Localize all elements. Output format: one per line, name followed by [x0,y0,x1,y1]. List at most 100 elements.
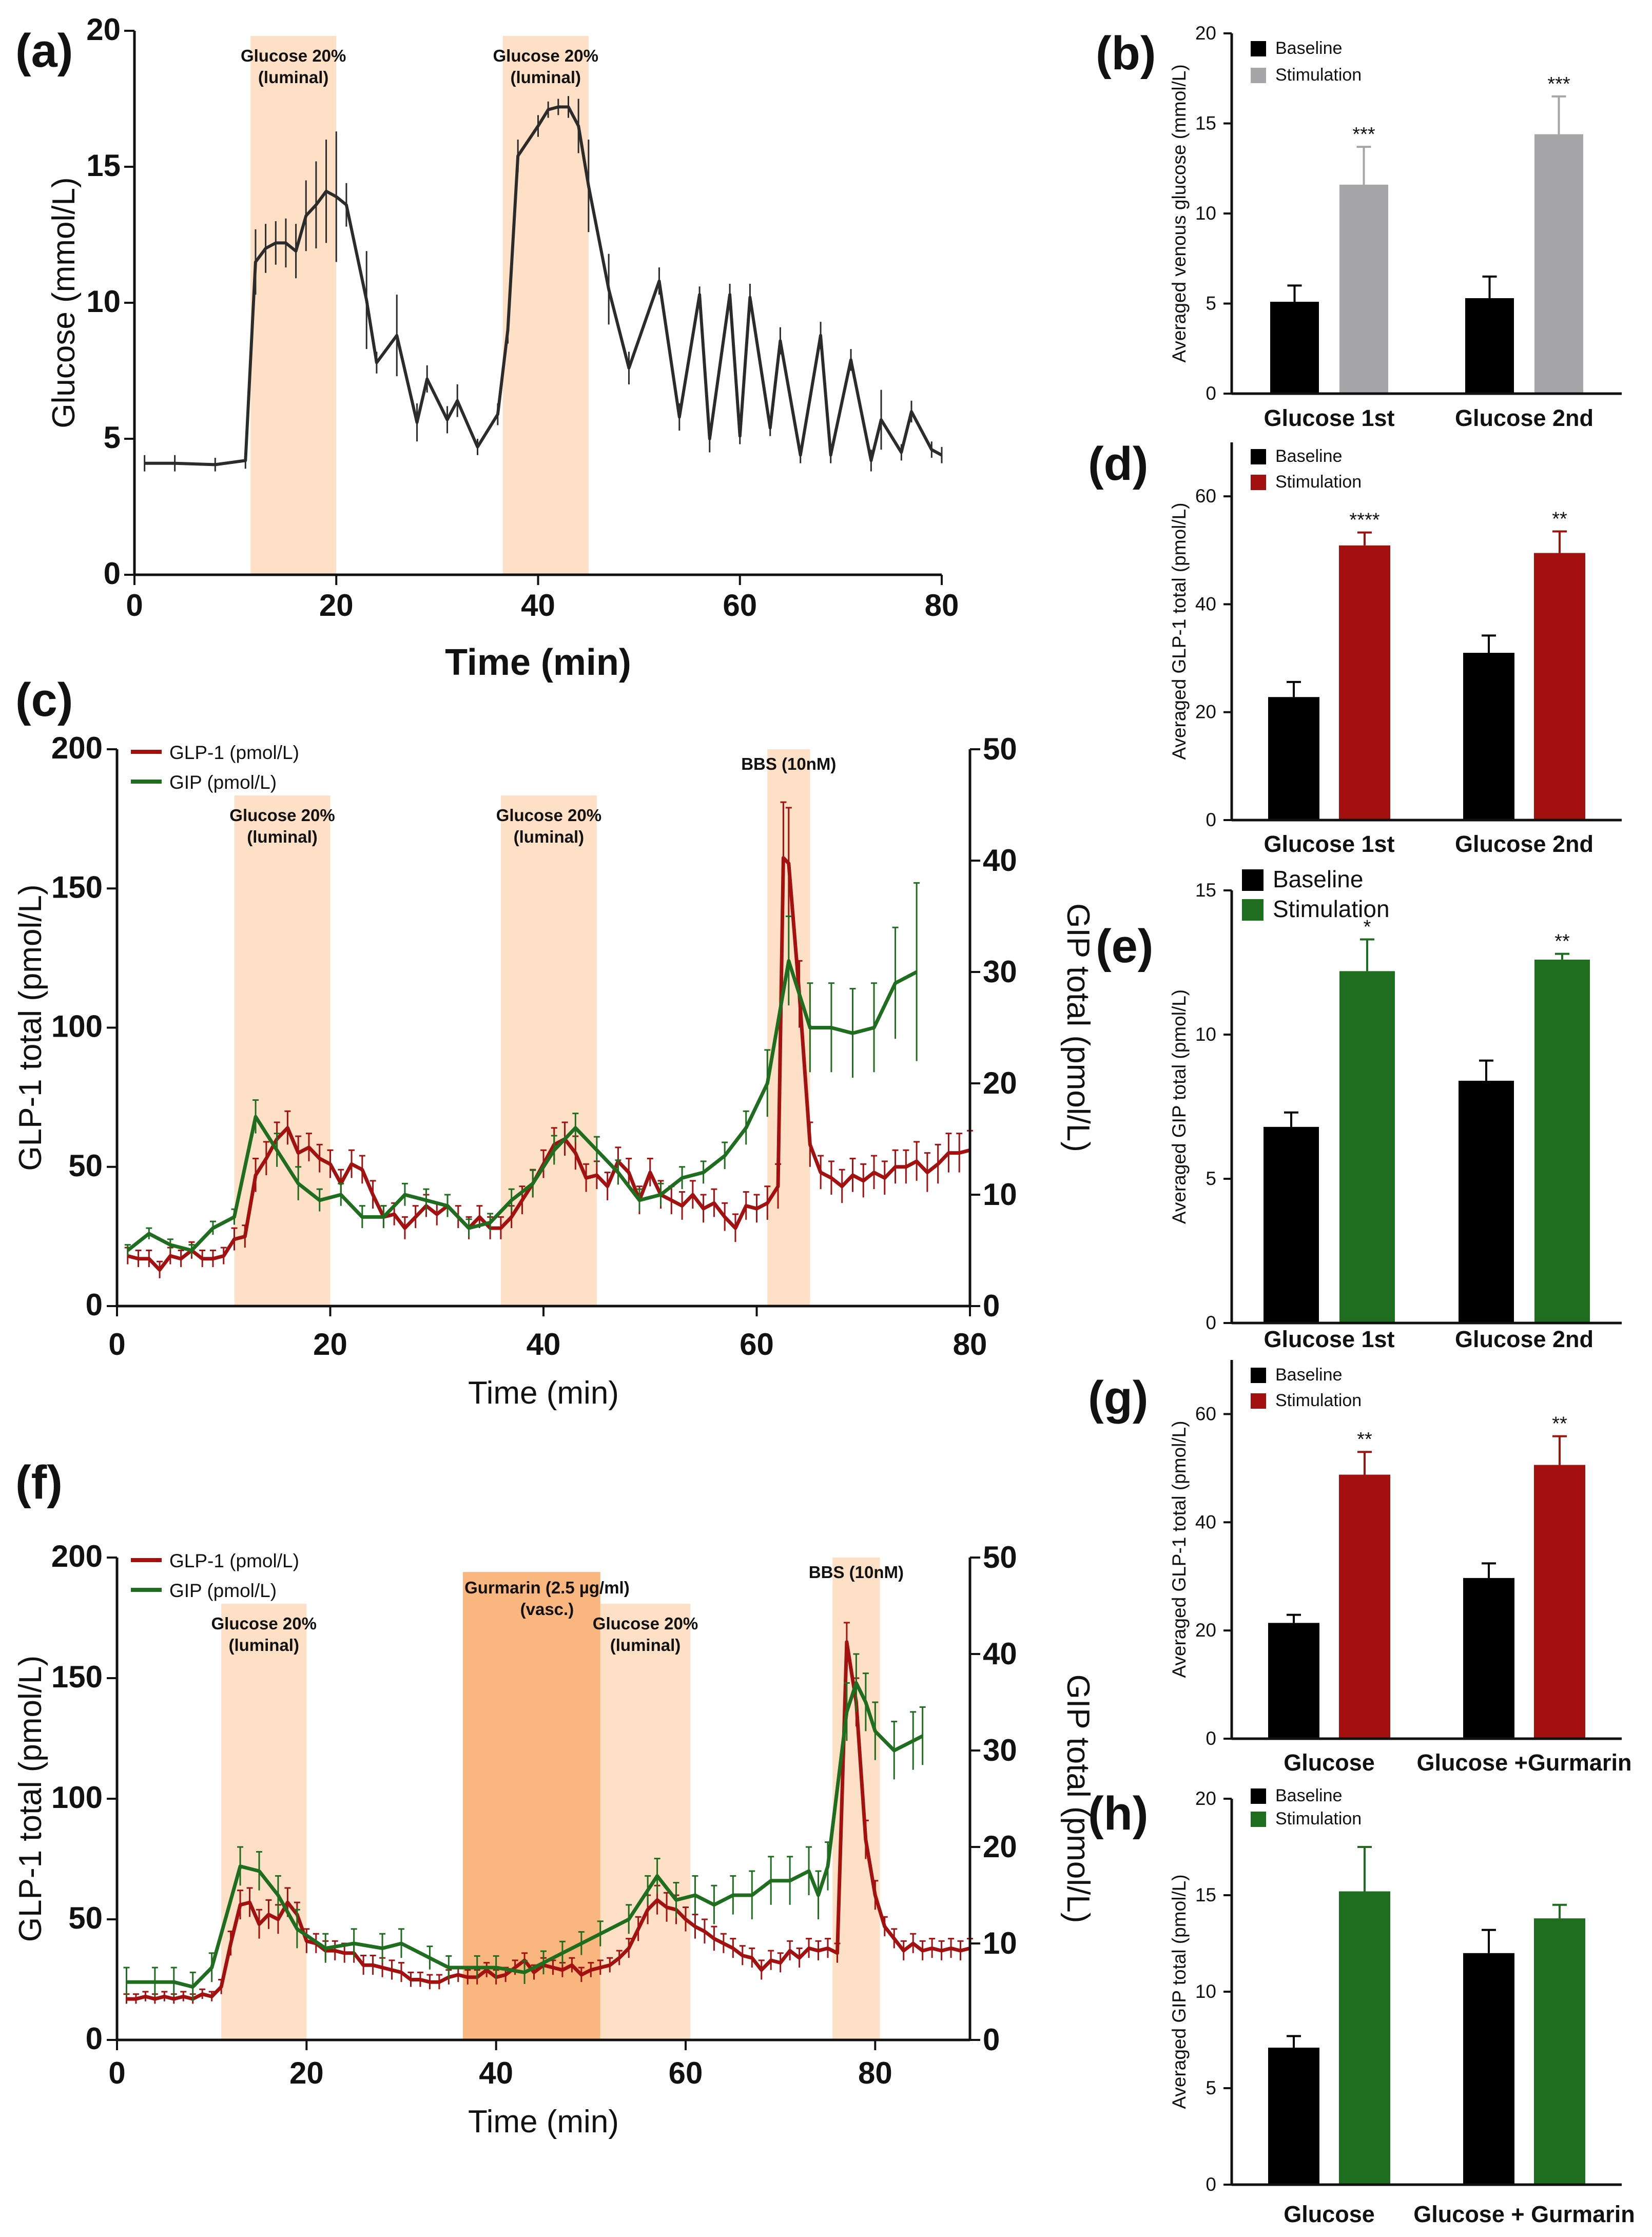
shaded-label: (luminal) [510,68,581,87]
series-line-glucose [144,105,943,466]
x-tick-label: 60 [723,588,757,623]
y2-tick-label: 40 [983,843,1017,878]
shaded-label: Glucose 20% [241,46,346,65]
legend-label: Stimulation [1275,65,1362,85]
panel-label-c: (c) [15,674,73,726]
x-tick-label: 80 [953,1327,987,1361]
y-axis-label: GLP-1 total (pmol/L) [13,884,48,1171]
category-label: Glucose [1284,1749,1375,1776]
y-tick-label: 50 [68,1149,103,1183]
series-line-gippmoll [126,1681,924,1989]
legend-swatch [1242,869,1264,891]
x-tick-label: 0 [108,1327,125,1361]
y-axis-label: Averaged GLP-1 total (pmol/L) [1169,502,1190,760]
significance-marker: *** [1547,73,1570,95]
y-tick-label: 150 [51,1660,103,1694]
shaded-label: (luminal) [258,68,329,87]
y-tick-label: 100 [51,1780,103,1815]
y-tick-label: 0 [1206,1312,1216,1333]
x-axis-label: Time (min) [468,2104,619,2139]
shaded-label: Glucose 20% [493,46,598,65]
y-tick-label: 0 [86,2021,103,2056]
y2-tick-label: 30 [983,1733,1017,1767]
y2-tick-label: 50 [983,1540,1017,1574]
y-tick-label: 5 [1206,2077,1216,2098]
legend-swatch [1251,1368,1266,1383]
y-tick-label: 100 [51,1009,103,1044]
y-tick-label: 40 [1195,593,1216,614]
shaded-label: BBS (10nM) [741,754,836,773]
shaded-label: Glucose 20% [229,806,335,825]
chart-a-glucose-timecourse: Glucose 20% (luminal) Glucose 20% (luminal)… [46,12,959,683]
bar-stimulation [1339,971,1395,1323]
x-tick-label: 80 [925,588,959,623]
y-tick-label: 15 [1195,880,1216,901]
y-tick-label: 0 [86,1288,103,1322]
bar-baseline [1459,1080,1514,1323]
panel-label-e: (e) [1096,920,1153,972]
y-tick-label: 20 [1195,702,1216,723]
y-axis-label: Averaged venous glucose (mmol/L) [1169,64,1190,362]
shaded-label: Glucose 20% [211,1614,317,1633]
y-tick-label: 20 [1195,1788,1216,1809]
y-tick-label: 15 [1195,1884,1216,1905]
significance-marker: ** [1554,931,1570,952]
panel-label-d: (d) [1088,438,1148,490]
bar-stimulation [1534,553,1585,820]
y-tick-label: 10 [1195,203,1216,224]
category-label: Glucose 2nd [1455,1326,1593,1352]
legend-swatch [1242,899,1264,921]
x-tick-label: 0 [108,2056,125,2090]
x-tick-label: 40 [527,1327,561,1361]
x-tick-label: 40 [521,588,555,623]
significance-marker: * [1364,917,1371,938]
shaded-label: (vasc.) [520,1600,574,1619]
panel-label-a: (a) [15,25,73,77]
legend-swatch [1251,1393,1266,1409]
y-tick-label: 0 [1206,1728,1216,1749]
y-axis-label: Glucose (mmol/L) [46,177,82,428]
category-label: Glucose +Gurmarin [1417,1749,1632,1776]
y-tick-label: 0 [104,556,121,591]
shaded-region-1 [221,1604,307,2040]
x-tick-label: 20 [313,1327,347,1361]
shaded-region-2 [502,36,589,575]
shaded-label: Gurmarin (2.5 µg/ml) [464,1578,630,1597]
category-label: Glucose [1284,2201,1375,2227]
shaded-region-1 [234,795,331,1306]
legend-label: Stimulation [1275,1809,1362,1828]
y-tick-label: 60 [1195,485,1216,507]
bar-stimulation [1339,545,1390,820]
y-tick-label: 10 [1195,1024,1216,1045]
x-tick-label: 20 [289,2056,324,2090]
legend-label: Stimulation [1275,472,1362,492]
category-label: Glucose 1st [1264,831,1394,857]
series-line-gippmoll [126,959,918,1252]
shaded-label: (luminal) [228,1636,299,1655]
shaded-region-2 [463,1572,600,2040]
legend-label: Baseline [1275,1786,1342,1805]
shaded-label: Glucose 20% [496,806,601,825]
y-tick-label: 20 [1195,1620,1216,1641]
legend-label: Stimulation [1273,896,1390,922]
legend-label: Baseline [1273,866,1363,892]
bar-stimulation [1339,184,1388,394]
panel-label-b: (b) [1096,27,1156,80]
chart-d-glp1-bars: **** Glucose 1st ** Glucose 2nd 0 20 40 60Avera… [1169,442,1622,857]
x-axis-label: Time (min) [468,1375,619,1411]
y-axis-label: Averaged GIP total (pmol/L) [1169,989,1190,1224]
y2-tick-label: 10 [983,1177,1017,1212]
y-tick-label: 5 [1206,293,1216,314]
y-tick-label: 10 [1195,1981,1216,2002]
y-tick-label: 0 [1206,383,1216,404]
y-axis-label: Averaged GLP-1 total (pmol/L) [1169,1421,1190,1678]
y-tick-label: 200 [51,1539,103,1573]
x-axis-label: Time (min) [445,642,631,683]
y2-tick-label: 0 [983,1289,1000,1323]
x-tick-label: 40 [479,2056,513,2090]
y-tick-label: 40 [1195,1511,1216,1532]
y-tick-label: 200 [51,731,103,765]
legend-label: GLP-1 (pmol/L) [169,742,299,763]
x-tick-label: 60 [669,2056,703,2090]
bar-baseline [1463,653,1514,820]
